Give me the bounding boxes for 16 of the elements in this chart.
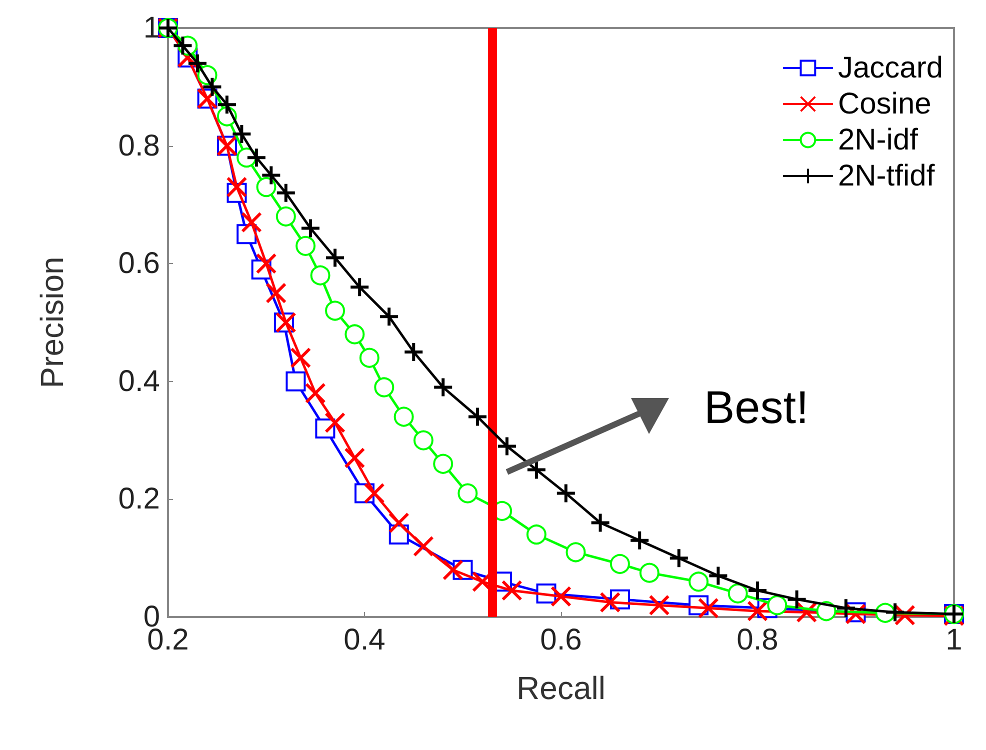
x-tick-label: 0.4 [344, 624, 386, 656]
y-tick-label: 0.4 [118, 364, 160, 398]
annotation: Best! [704, 381, 809, 433]
y-tick-label: 1 [143, 12, 160, 44]
x-tick-label: 0.6 [540, 624, 582, 656]
y-tick-label: 0.8 [118, 129, 160, 162]
legend-label: 2N-tfidf [838, 160, 936, 192]
y-tick-label: 0.6 [118, 247, 160, 280]
legend-label: Jaccard [838, 52, 944, 84]
legend-label: 2N-idf [838, 124, 919, 156]
y-tick-label: 0.2 [118, 482, 160, 516]
x-axis-title: Recall [516, 670, 606, 706]
x-tick-label: 0.8 [736, 624, 778, 656]
x-tick-label: 1 [946, 624, 962, 656]
y-axis-title: Precision [34, 256, 70, 388]
legend-label: Cosine [838, 88, 932, 120]
